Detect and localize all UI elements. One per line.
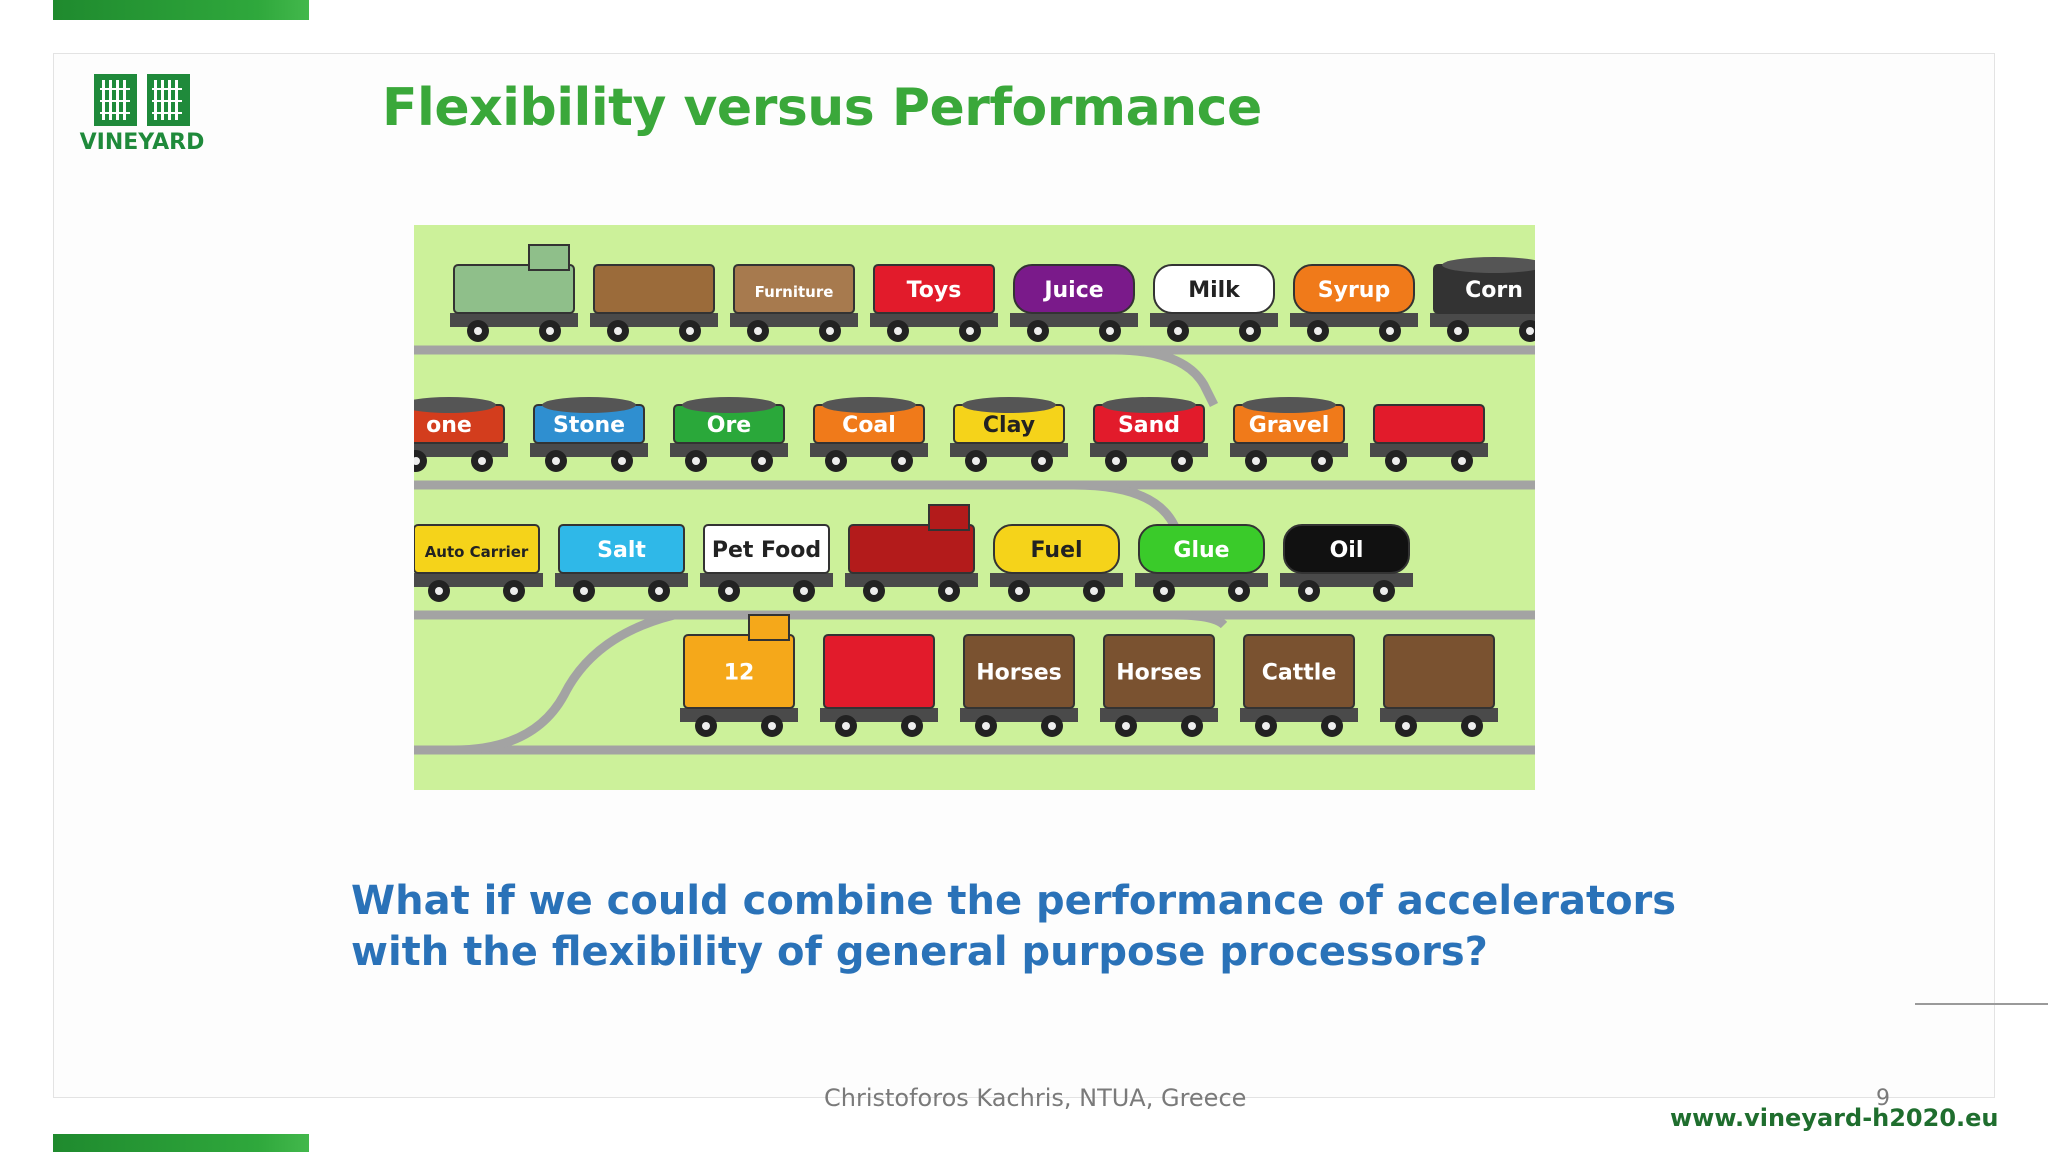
footer-url[interactable]: www.vineyard-h2020.eu bbox=[1670, 1104, 1999, 1132]
train-car-label: Coal bbox=[842, 413, 896, 438]
train-car-row3-1: Salt bbox=[555, 524, 688, 602]
train-car-row4-1 bbox=[820, 634, 938, 737]
train-car-row2-4: Clay bbox=[950, 397, 1068, 472]
vineyard-logo: VINEYARD bbox=[72, 70, 212, 155]
train-illustration: Furniture Toys Juice Milk Syrup Corn one Stone O… bbox=[414, 225, 1535, 790]
train-car-row4-4: Cattle bbox=[1240, 634, 1358, 737]
train-car-label: Horses bbox=[1116, 661, 1202, 686]
train-car-row4-3: Horses bbox=[1100, 634, 1218, 737]
train-car-row2-7 bbox=[1370, 404, 1488, 472]
train-car-row3-0: Auto Carrier bbox=[414, 524, 543, 602]
train-car-row2-6: Gravel bbox=[1230, 397, 1348, 472]
train-car-row3-2: Pet Food bbox=[700, 524, 833, 602]
train-car-row1-4: Juice bbox=[1010, 264, 1138, 342]
train-car-label: Horses bbox=[976, 661, 1062, 686]
slide-title: Flexibility versus Performance bbox=[382, 78, 1262, 138]
side-divider bbox=[1915, 1003, 2048, 1005]
train-car-label: Glue bbox=[1173, 538, 1229, 563]
train-car-row2-2: Ore bbox=[670, 397, 788, 472]
train-car-row3-6: Oil bbox=[1280, 524, 1413, 602]
question-text: What if we could combine the performance… bbox=[351, 876, 1691, 978]
train-car-row1-0 bbox=[450, 244, 578, 342]
train-car-label: Toys bbox=[907, 278, 962, 303]
train-car-label: Oil bbox=[1330, 538, 1364, 563]
train-car-label: Milk bbox=[1188, 278, 1241, 303]
train-car-row2-5: Sand bbox=[1090, 397, 1208, 472]
train-car-row1-3: Toys bbox=[870, 264, 998, 342]
train-car-row4-5 bbox=[1380, 634, 1498, 737]
train-car-row4-2: Horses bbox=[960, 634, 1078, 737]
train-car-label: Furniture bbox=[755, 283, 834, 301]
train-car-row1-5: Milk bbox=[1150, 264, 1278, 342]
train-car-row2-3: Coal bbox=[810, 397, 928, 472]
train-car-label: Sand bbox=[1118, 413, 1180, 438]
footer-author: Christoforos Kachris, NTUA, Greece bbox=[824, 1084, 1247, 1112]
train-car-label: Gravel bbox=[1249, 413, 1330, 438]
train-car-label: Stone bbox=[553, 413, 625, 438]
train-car-row2-0: one bbox=[414, 397, 508, 472]
train-car-row3-4: Fuel bbox=[990, 524, 1123, 602]
train-car-label: Pet Food bbox=[712, 538, 821, 563]
bottom-accent-bar bbox=[53, 1134, 309, 1152]
question-line-2: with the flexibility of general purpose … bbox=[351, 929, 1488, 975]
train-car-label: Salt bbox=[597, 538, 646, 563]
train-car-row1-1 bbox=[590, 264, 718, 342]
train-car-label: Syrup bbox=[1318, 278, 1390, 303]
train-car-label: Fuel bbox=[1030, 538, 1082, 563]
top-accent-bar bbox=[53, 0, 309, 20]
train-car-row1-6: Syrup bbox=[1290, 264, 1418, 342]
train-scene: Furniture Toys Juice Milk Syrup Corn one Stone O… bbox=[414, 244, 1535, 755]
train-car-row4-0: 12 bbox=[680, 614, 798, 737]
train-car-label: 12 bbox=[724, 661, 755, 686]
train-car-label: Juice bbox=[1042, 278, 1103, 303]
vineyard-logo-icon bbox=[94, 74, 190, 126]
train-car-label: Ore bbox=[707, 413, 751, 438]
question-line-1: What if we could combine the performance… bbox=[351, 878, 1677, 924]
train-car-label: Auto Carrier bbox=[425, 543, 529, 561]
train-car-row2-1: Stone bbox=[530, 397, 648, 472]
train-car-label: Clay bbox=[983, 413, 1035, 438]
train-car-label: one bbox=[426, 413, 472, 438]
logo-text: VINEYARD bbox=[79, 130, 205, 155]
page-number: 9 bbox=[1876, 1086, 1890, 1111]
train-car-row1-2: Furniture bbox=[730, 264, 858, 342]
train-car-row1-7: Corn bbox=[1430, 257, 1535, 342]
train-car-label: Cattle bbox=[1262, 661, 1337, 686]
train-car-row3-5: Glue bbox=[1135, 524, 1268, 602]
train-car-label: Corn bbox=[1465, 278, 1523, 303]
train-car-row3-3 bbox=[845, 504, 978, 602]
